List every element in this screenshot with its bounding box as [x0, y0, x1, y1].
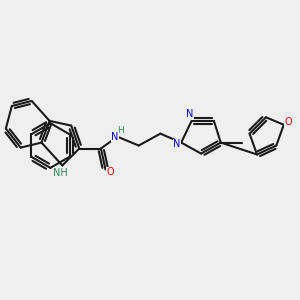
Text: O: O: [107, 167, 115, 177]
Text: N: N: [111, 132, 118, 142]
Text: NH: NH: [53, 168, 68, 178]
Text: O: O: [284, 117, 292, 127]
Text: N: N: [186, 109, 194, 119]
Text: H: H: [117, 126, 124, 135]
Text: N: N: [173, 139, 180, 149]
